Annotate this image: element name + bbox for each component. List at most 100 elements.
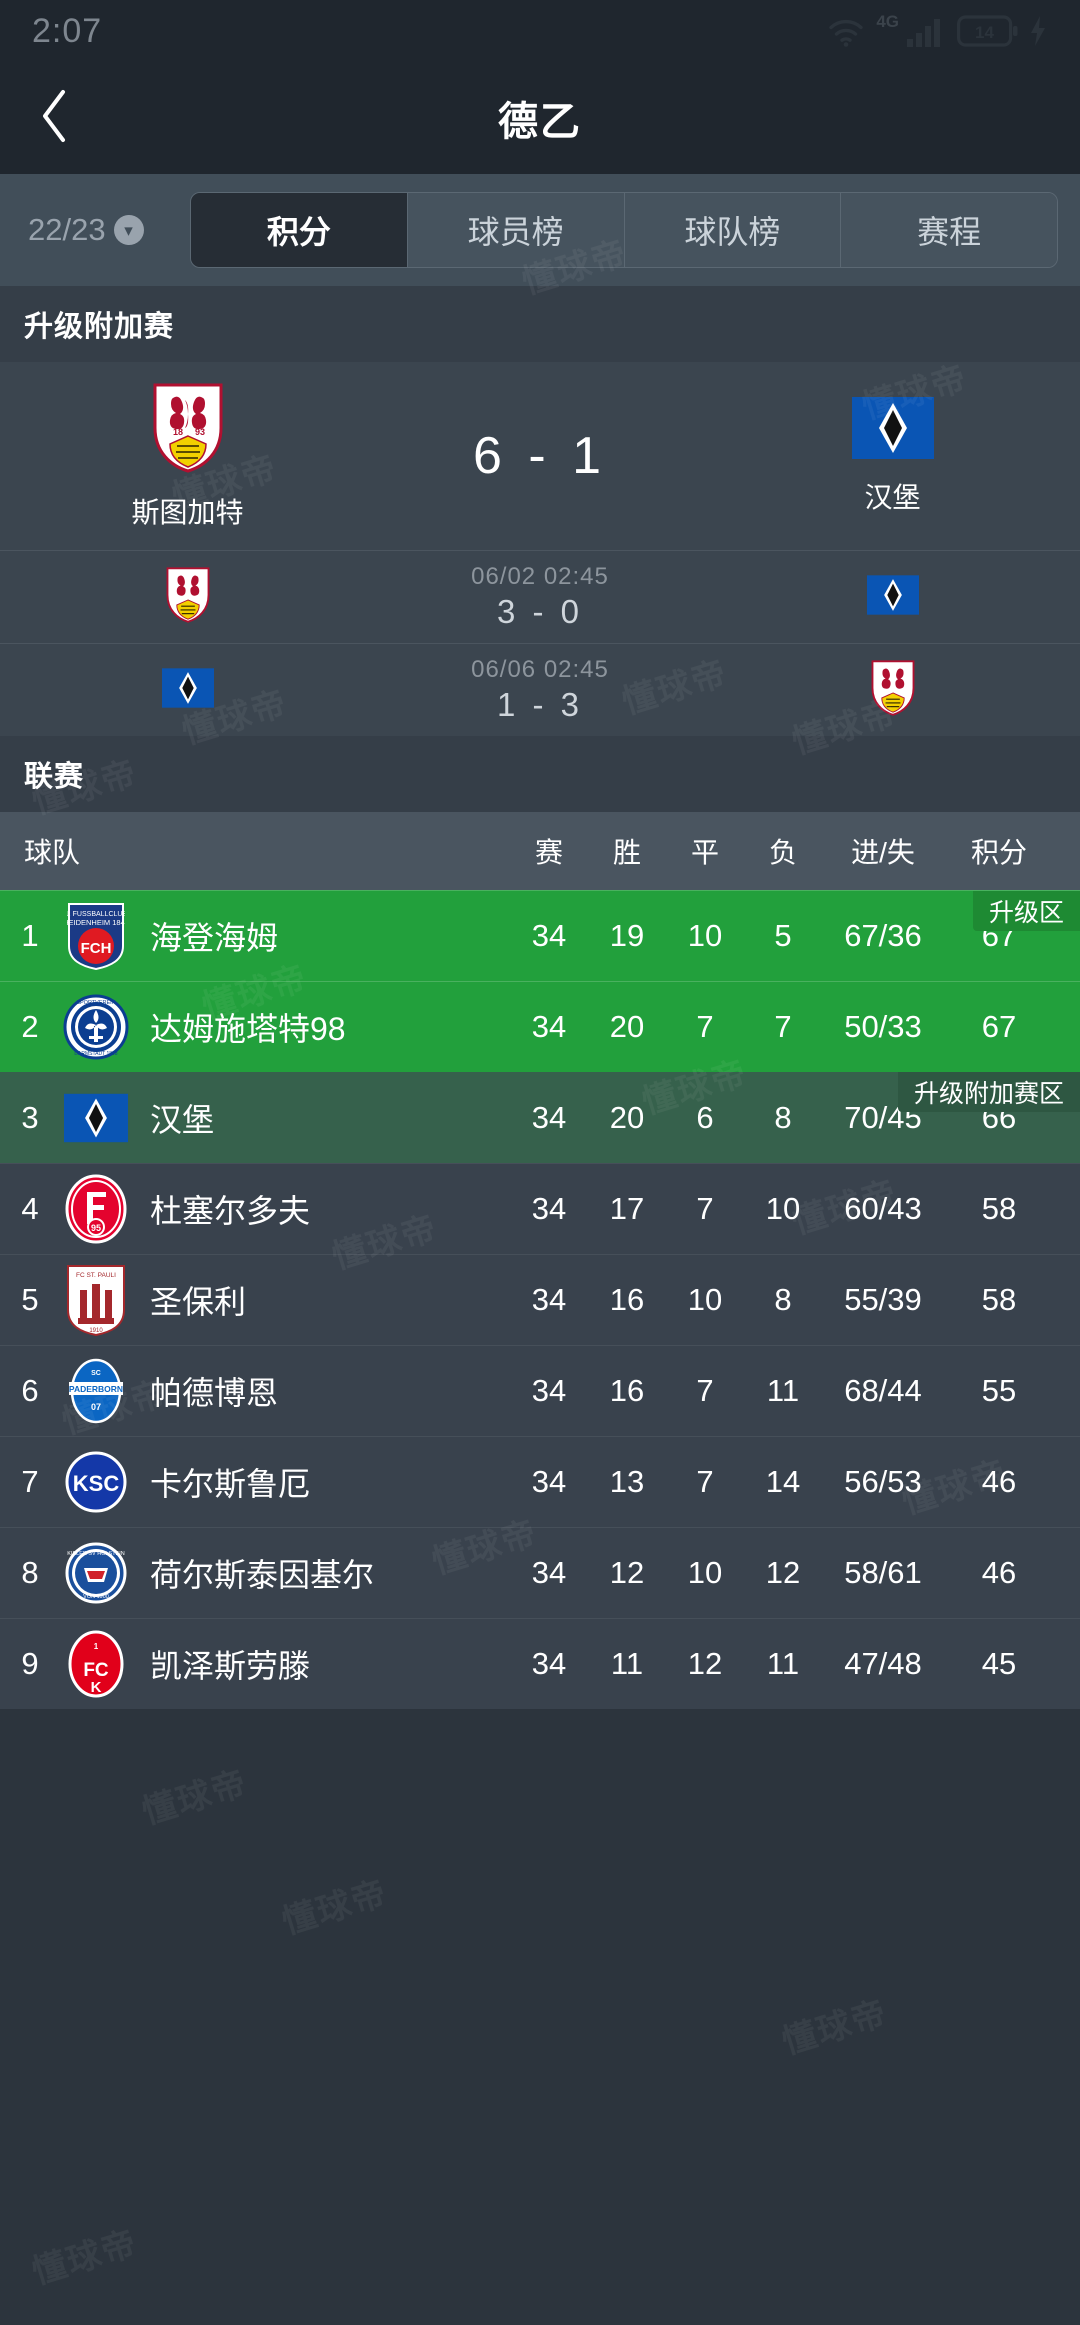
loss: 8	[774, 1282, 792, 1317]
team-name: 帕德博恩	[150, 1375, 279, 1411]
title-bar: 德乙	[0, 62, 1080, 174]
rank: 5	[21, 1282, 39, 1317]
table-row[interactable]: 3 汉堡 34 20 6 8 70/45 66 升级附加赛区	[0, 1072, 1080, 1163]
svg-text:1. FUSSBALLCLUB: 1. FUSSBALLCLUB	[67, 911, 125, 918]
svg-text:K: K	[91, 1679, 102, 1696]
played: 34	[531, 1282, 567, 1317]
column-header-points: 积分	[970, 837, 1027, 868]
rank: 8	[21, 1555, 39, 1590]
status-time: 2:07	[32, 11, 103, 50]
draw: 12	[687, 1646, 723, 1681]
leg-away-crest	[705, 574, 1080, 620]
season-value: 22/23	[28, 212, 106, 247]
chevron-down-icon: ▾	[113, 215, 144, 245]
paderborn-crest-icon: SC PADERBORN 07	[60, 1358, 132, 1424]
aggregate-home-name: 斯图加特	[131, 496, 244, 528]
watermark: 懂球帝	[27, 2223, 143, 2292]
leg-home-crest	[0, 566, 375, 629]
status-icons: 4G 14	[827, 12, 1048, 47]
hamburg-crest-icon	[851, 396, 934, 464]
win: 16	[609, 1282, 645, 1317]
table-row[interactable]: 5 FC ST. PAULI 1910 圣保利 34 16 10 8 55/39 58	[0, 1254, 1080, 1345]
watermark: 懂球帝	[777, 1993, 893, 2062]
table-row[interactable]: 9 1 FC K 凯泽斯劳滕 34 11 12 11 47/48 45	[0, 1618, 1080, 1709]
svg-text:SC: SC	[91, 1370, 101, 1377]
svg-text:HEIDENHEIM 1846: HEIDENHEIM 1846	[67, 918, 125, 927]
season-selector[interactable]: 22/23 ▾	[20, 212, 190, 248]
loss: 8	[774, 1099, 792, 1135]
tab-team-rank[interactable]: 球队榜	[624, 193, 842, 267]
svg-text:18: 18	[173, 427, 183, 437]
tab-player-rank[interactable]: 球员榜	[407, 193, 625, 267]
aggregate-score: 6 - 1	[472, 427, 608, 485]
leg-info: 06/02 02:45 3 - 0	[375, 563, 705, 631]
leg-home-crest	[0, 667, 375, 713]
svg-text:93: 93	[195, 427, 205, 437]
svg-text:KSC: KSC	[73, 1471, 120, 1496]
table-row[interactable]: 2 SPORTVEREIN DARMSTADT 1898 达姆施塔特98 34 20…	[0, 981, 1080, 1072]
table-row[interactable]: 8 KIELER SV HOLSTEIN VON 1900 荷尔斯泰因基尔 34 1…	[0, 1527, 1080, 1618]
column-header-goals: 进/失	[851, 837, 915, 868]
playoff-aggregate-row[interactable]: 18 93 斯图加特 6 - 1 汉堡	[0, 362, 1080, 550]
status-bar: 2:07 4G 14	[0, 0, 1080, 62]
draw: 6	[696, 1099, 714, 1135]
playoff-leg-row[interactable]: 06/06 02:45 1 - 3	[0, 643, 1080, 736]
aggregate-home: 18 93 斯图加特	[0, 382, 375, 531]
playoff-leg-row[interactable]: 06/02 02:45 3 - 0	[0, 550, 1080, 643]
stuttgart-crest-icon	[870, 659, 916, 722]
leg-date: 06/02 02:45	[471, 563, 609, 590]
goals: 67/36	[844, 918, 922, 953]
goals: 56/53	[844, 1464, 922, 1499]
played: 34	[531, 1009, 567, 1044]
back-chevron-icon	[37, 88, 71, 149]
rank: 2	[21, 1009, 39, 1044]
signal-icon	[906, 15, 948, 47]
watermark: 懂球帝	[137, 1763, 253, 1832]
win: 13	[609, 1464, 645, 1499]
tab-standings[interactable]: 积分	[191, 193, 408, 267]
table-row[interactable]: 7 KSC 卡尔斯鲁厄 34 13 7 14 56/53 46	[0, 1436, 1080, 1527]
rank: 3	[21, 1099, 39, 1135]
team-name: 圣保利	[150, 1284, 247, 1320]
svg-text:FC: FC	[83, 1660, 109, 1681]
svg-text:1910: 1910	[89, 1328, 103, 1334]
points: 67	[981, 1009, 1017, 1044]
win: 20	[609, 1099, 645, 1135]
svg-text:PADERBORN: PADERBORN	[69, 1384, 123, 1394]
win: 12	[609, 1555, 645, 1590]
draw: 10	[687, 1555, 723, 1590]
loss: 10	[765, 1191, 801, 1226]
karlsruhe-crest-icon: KSC	[60, 1451, 132, 1513]
stpauli-crest-icon: FC ST. PAULI 1910	[60, 1264, 132, 1336]
team-name: 杜塞尔多夫	[150, 1193, 311, 1229]
playoff-block: 18 93 斯图加特 6 - 1 汉堡	[0, 362, 1080, 736]
aggregate-away: 汉堡	[705, 396, 1080, 516]
svg-text:FC ST. PAULI: FC ST. PAULI	[76, 1272, 116, 1279]
points: 46	[981, 1464, 1017, 1499]
stuttgart-crest-icon: 18 93	[151, 382, 225, 479]
leg-score: 1 - 3	[496, 686, 584, 723]
tab-fixtures[interactable]: 赛程	[841, 193, 1057, 267]
win: 11	[610, 1646, 644, 1681]
team-name: 海登海姆	[150, 920, 279, 956]
goals: 55/39	[844, 1282, 922, 1317]
leg-away-crest	[705, 659, 1080, 722]
played: 34	[531, 1373, 567, 1408]
table-row[interactable]: 4 95 杜塞尔多夫 34 17 7 10 60/43 58	[0, 1163, 1080, 1254]
team-name: 卡尔斯鲁厄	[150, 1466, 311, 1502]
played: 34	[531, 1464, 567, 1499]
svg-text:07: 07	[91, 1402, 101, 1412]
loss: 11	[766, 1646, 800, 1681]
wifi-icon	[827, 15, 865, 47]
back-button[interactable]	[22, 86, 86, 150]
network-type-label: 4G	[876, 12, 899, 31]
played: 34	[531, 1646, 567, 1681]
svg-text:DARMSTADT 1898: DARMSTADT 1898	[74, 1051, 117, 1057]
draw: 7	[696, 1009, 714, 1044]
table-row[interactable]: 6 SC PADERBORN 07 帕德博恩 34 16 7 11 68/44 55	[0, 1345, 1080, 1436]
table-row[interactable]: 1 1. FUSSBALLCLUB HEIDENHEIM 1846 FCH 海登…	[0, 890, 1080, 981]
points: 45	[981, 1646, 1017, 1681]
goals: 60/43	[844, 1191, 922, 1226]
stuttgart-crest-icon	[165, 566, 211, 629]
draw: 7	[696, 1464, 714, 1499]
